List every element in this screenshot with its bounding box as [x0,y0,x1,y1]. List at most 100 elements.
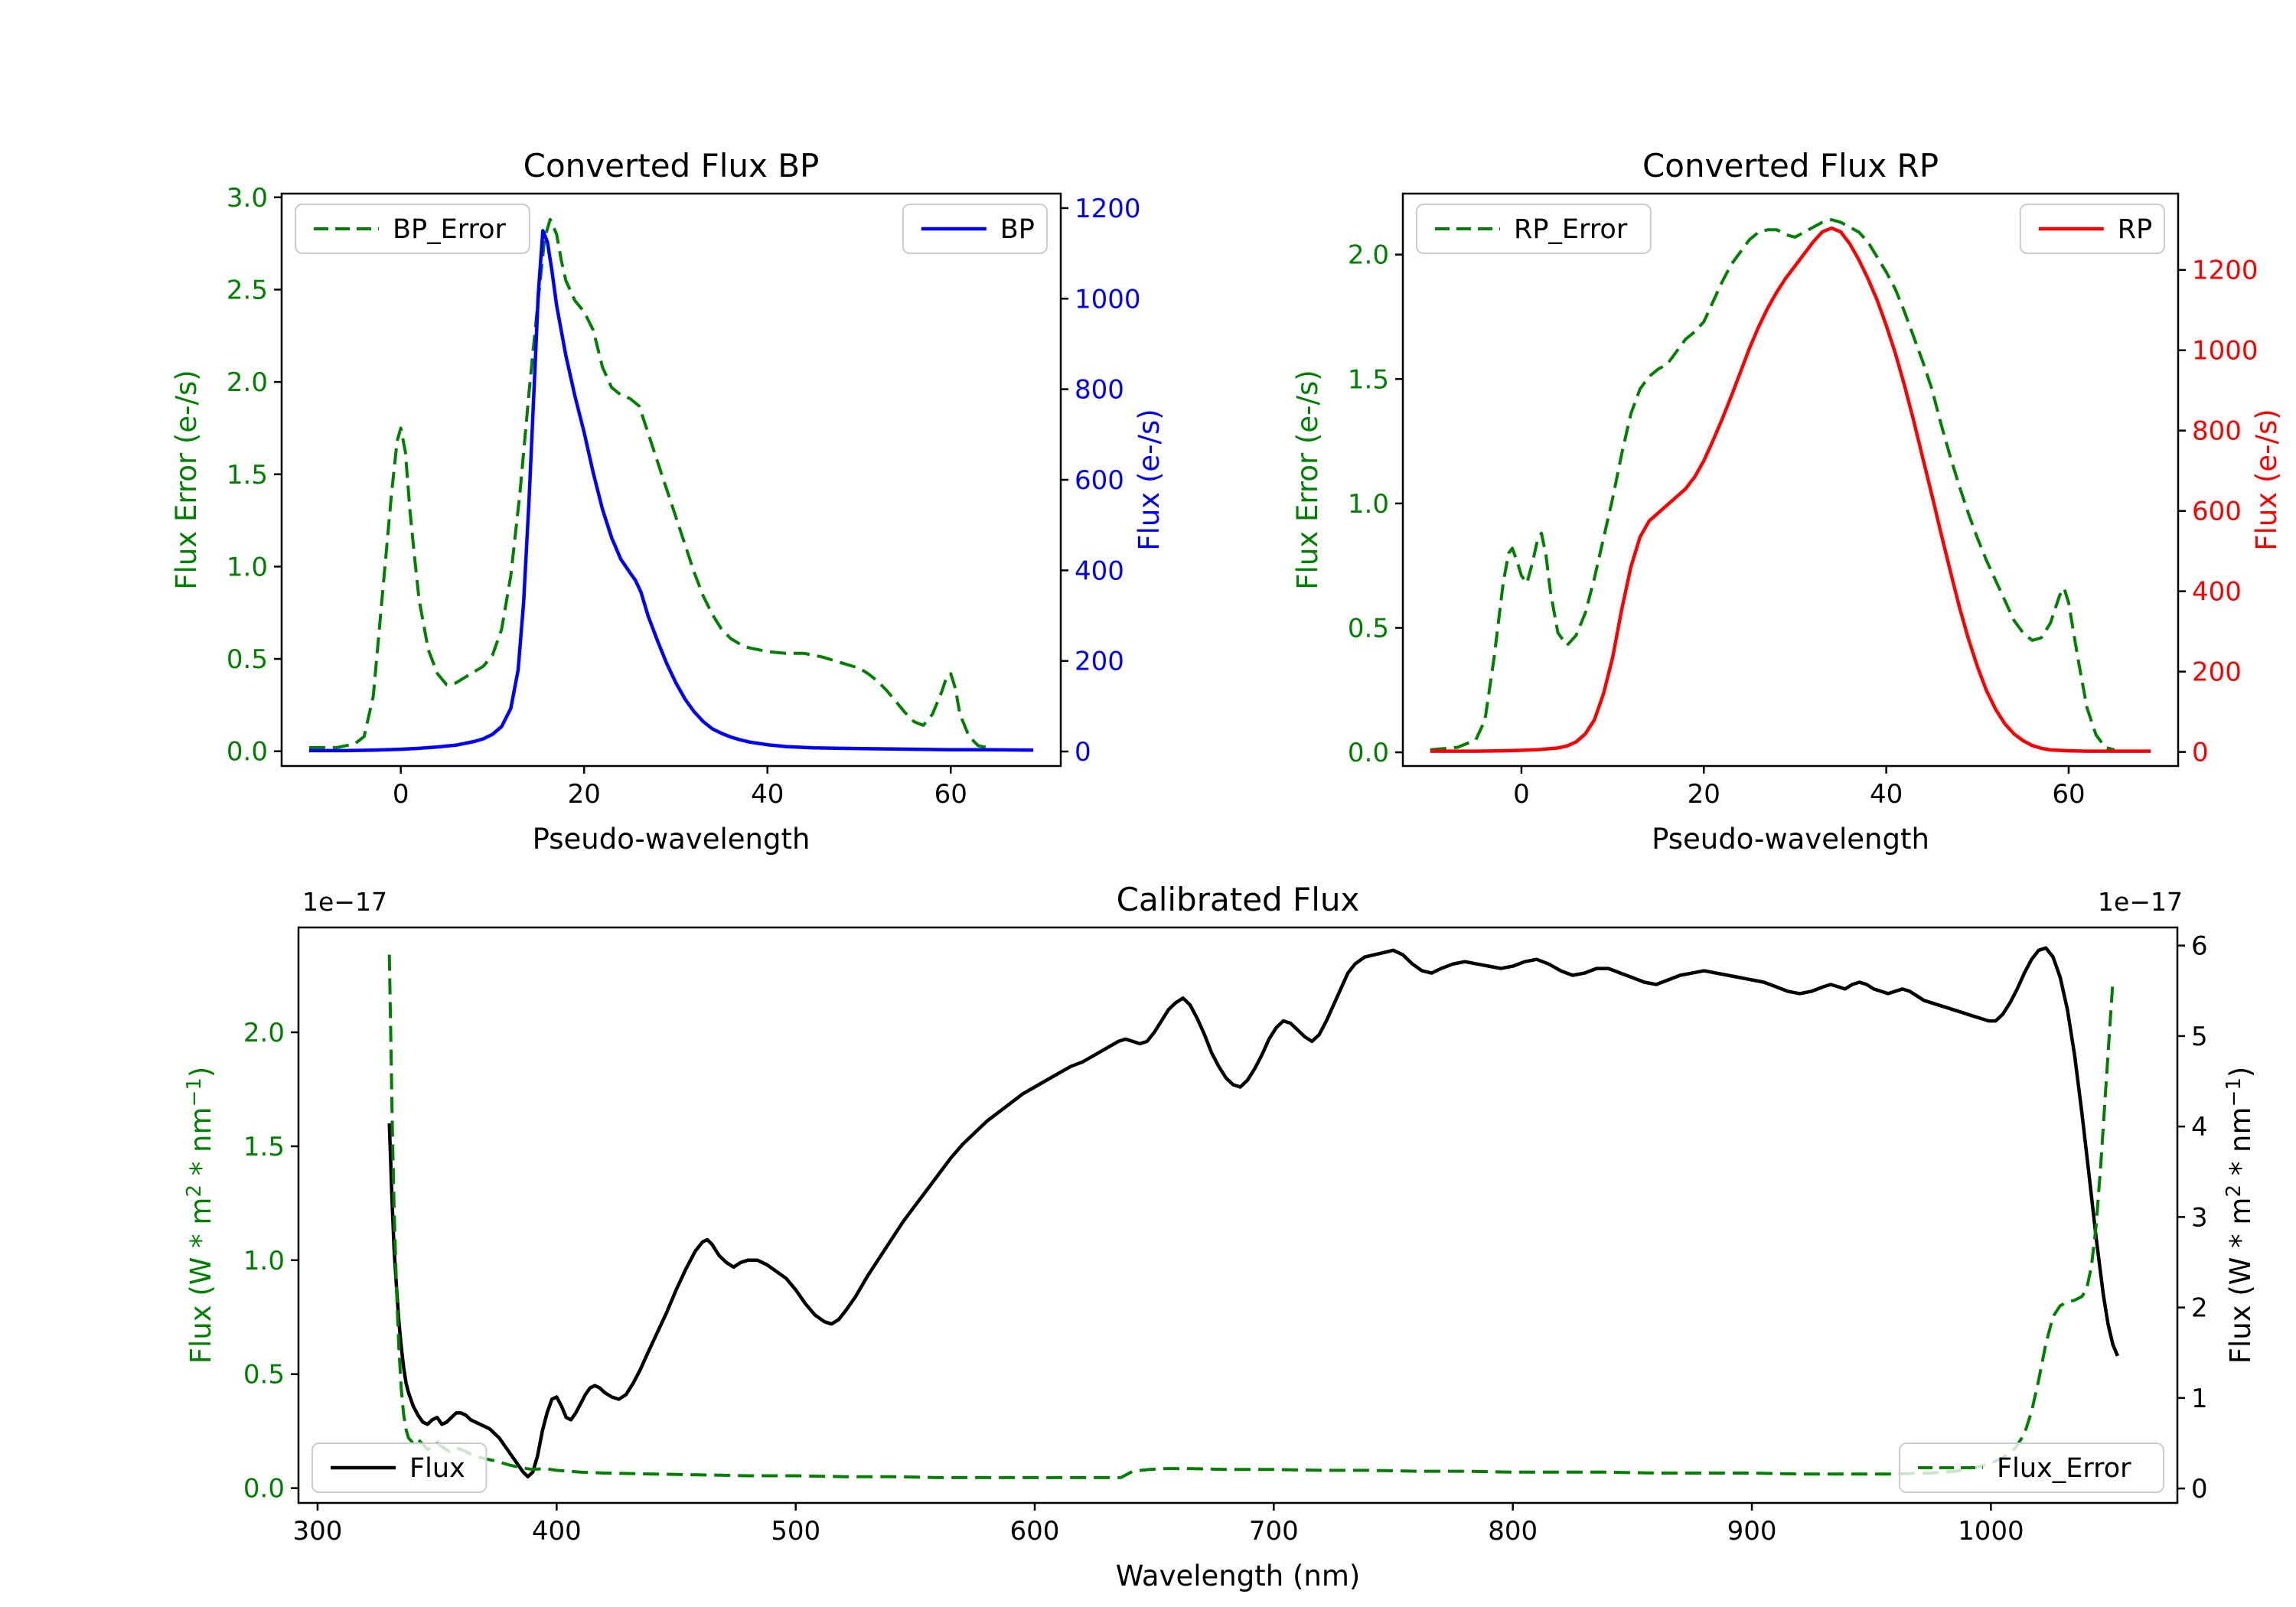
svg-text:0: 0 [2192,738,2209,768]
svg-text:1.5: 1.5 [243,1132,285,1162]
cal-title: Calibrated Flux [1117,881,1360,918]
svg-text:1.5: 1.5 [227,460,268,491]
rp-right-ticks: 0 200 400 600 800 1000 1200 [2178,256,2258,768]
svg-text:3.0: 3.0 [227,183,268,214]
legend-box [295,204,530,254]
series-rp_error [1430,218,2115,751]
legend-flux_error: Flux_Error [1899,1442,2164,1493]
cal-axes-frame [297,926,2179,1504]
svg-text:1000: 1000 [1958,1516,2024,1547]
svg-text:2.0: 2.0 [227,367,268,398]
legend-bp: BP [902,204,1049,254]
svg-text:2.5: 2.5 [227,275,268,305]
svg-text:0.0: 0.0 [227,737,268,768]
svg-text:800: 800 [1488,1516,1538,1547]
cal-left-ylabel: Flux (W * m2 * nm−1) [183,1067,217,1364]
legend-label: Flux [409,1453,465,1484]
svg-text:60: 60 [2052,779,2085,810]
svg-text:20: 20 [1688,779,1720,810]
series-flux_error [387,954,2115,1479]
cal-right-ylabel: Flux (W * m2 * nm−1) [2223,1067,2257,1364]
svg-text:600: 600 [2192,497,2242,527]
bp-x-ticks: 0 20 40 60 [393,766,967,810]
legend-box [1416,204,1652,254]
bp-right-ylabel: Flux (e-/s) [1133,409,1166,550]
legend-flux: Flux [311,1442,488,1493]
bp-left-ylabel: Flux Error (e-/s) [170,370,203,589]
legend-label: RP_Error [1514,214,1628,245]
rp-title: Converted Flux RP [1642,147,1939,184]
legend-box [1899,1442,2164,1493]
series-bp_error [308,217,988,749]
svg-text:1.0: 1.0 [243,1246,285,1276]
svg-text:0: 0 [1075,737,1091,768]
svg-text:900: 900 [1727,1516,1777,1547]
svg-text:1.0: 1.0 [1348,489,1389,520]
svg-text:0.5: 0.5 [1348,614,1389,644]
svg-text:1000: 1000 [1075,284,1141,315]
legend-bp_error: BP_Error [295,204,530,254]
svg-text:400: 400 [1075,556,1124,586]
svg-text:600: 600 [1075,465,1124,496]
svg-text:60: 60 [934,779,967,810]
svg-text:1.5: 1.5 [1348,364,1389,395]
rp-left-ylabel: Flux Error (e-/s) [1291,370,1324,589]
svg-text:2.0: 2.0 [1348,240,1389,271]
cal-x-ticks: 300 400 500 600 700 800 900 1000 [293,1503,2024,1547]
bp-title: Converted Flux BP [523,147,820,184]
svg-text:200: 200 [2192,657,2242,688]
bp-xlabel: Pseudo-wavelength [533,823,810,856]
svg-text:40: 40 [1870,779,1903,810]
series-bp [308,229,1034,753]
svg-text:0: 0 [393,779,409,810]
svg-text:400: 400 [532,1516,582,1547]
svg-text:0.5: 0.5 [227,644,268,675]
legend-label: BP_Error [393,214,507,245]
svg-text:0.0: 0.0 [243,1474,285,1504]
svg-text:2: 2 [2191,1293,2208,1324]
svg-text:300: 300 [293,1516,343,1547]
svg-text:700: 700 [1249,1516,1299,1547]
svg-text:1200: 1200 [2192,256,2258,286]
rp-right-ylabel: Flux (e-/s) [2250,409,2283,550]
legend-rp_error: RP_Error [1416,204,1652,254]
cal-subplot: 300 400 500 600 700 800 900 1000 0.0 0.5 1.0 1.5 2.0… [183,881,2257,1592]
svg-text:200: 200 [1075,647,1124,677]
cal-xlabel: Wavelength (nm) [1116,1560,1361,1592]
svg-text:1: 1 [2191,1384,2208,1414]
svg-text:3: 3 [2191,1202,2208,1233]
svg-text:0: 0 [2191,1474,2208,1504]
svg-text:0.5: 0.5 [243,1360,285,1390]
series-rp [1430,226,2151,753]
svg-text:1.0: 1.0 [227,552,268,582]
rp-x-ticks: 0 20 40 60 [1513,766,2086,810]
bp-subplot: 0 20 40 60 0.0 0.5 1.0 1.5 2.0 2.5 3.0 0 200 400 600 80… [170,147,1166,856]
svg-text:0: 0 [1513,779,1530,810]
svg-text:20: 20 [568,779,601,810]
cal-right-ticks: 0 1 2 3 4 5 6 [2177,931,2208,1504]
svg-text:2.0: 2.0 [243,1018,285,1048]
legend-label: BP [1000,214,1035,245]
svg-text:500: 500 [771,1516,820,1547]
svg-text:600: 600 [1010,1516,1060,1547]
svg-text:6: 6 [2191,931,2208,962]
legend-rp: RP [2019,204,2166,254]
legend-label: Flux_Error [1997,1453,2131,1484]
cal-offset-text-right: 1e−17 [2098,887,2183,917]
rp-left-ticks: 0.0 0.5 1.0 1.5 2.0 [1348,240,1403,768]
svg-text:1000: 1000 [2192,336,2258,367]
legend-label: RP [2118,214,2152,245]
bp-axes-frame [280,192,1062,768]
cal-left-ticks: 0.0 0.5 1.0 1.5 2.0 [243,1018,298,1504]
svg-text:4: 4 [2191,1112,2208,1143]
series-flux [387,946,2119,1479]
rp-subplot: 0 20 40 60 0.0 0.5 1.0 1.5 2.0 0 200 400 600 800 1000 1… [1291,147,2283,856]
bp-left-ticks: 0.0 0.5 1.0 1.5 2.0 2.5 3.0 [227,183,282,768]
svg-text:400: 400 [2192,577,2242,608]
legend-box [311,1442,488,1493]
bp-right-ticks: 0 200 400 600 800 1000 1200 [1061,194,1141,768]
svg-text:40: 40 [751,779,784,810]
svg-text:0.0: 0.0 [1348,738,1389,768]
rp-xlabel: Pseudo-wavelength [1652,823,1929,856]
